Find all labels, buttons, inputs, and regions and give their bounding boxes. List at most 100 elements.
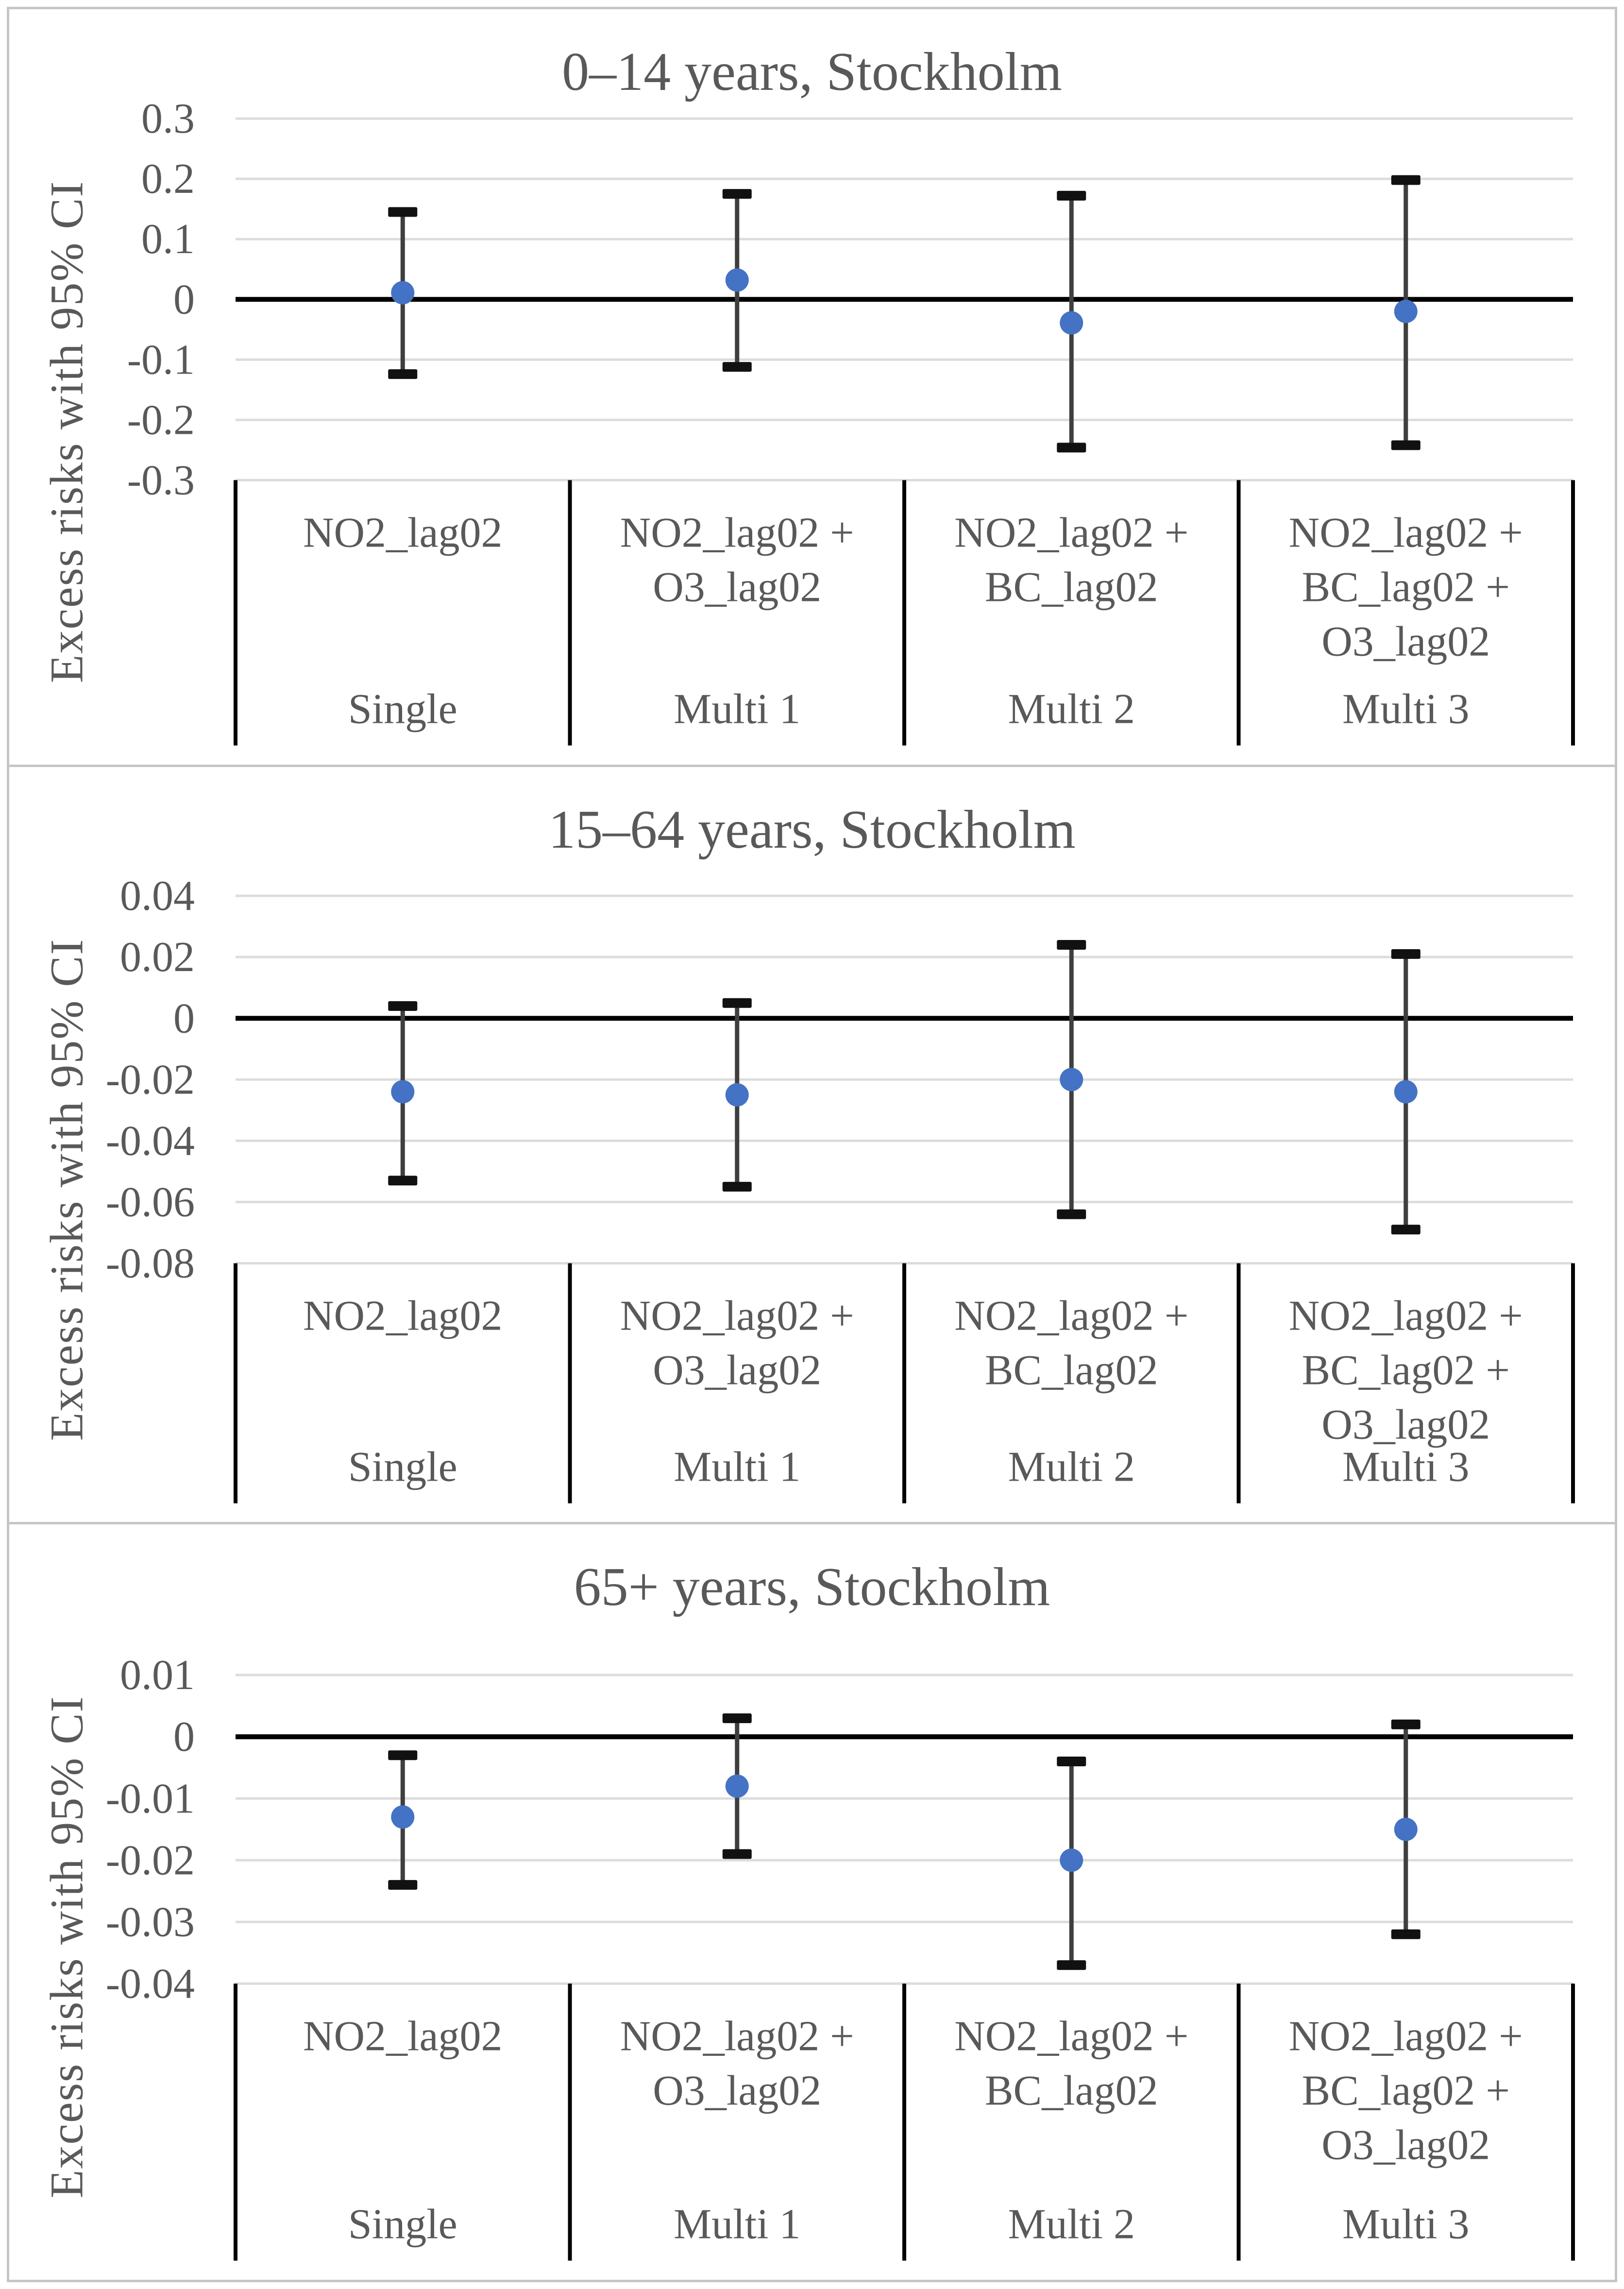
error-bar-plot: 0.3 0.2 0.1 0 -0.1 -0.2 -0.3 NO2_lag02 Single NO2…	[127, 95, 1575, 746]
error-bar-cap-lower	[1057, 1209, 1086, 1219]
category-pollutant-label: O3_lag02	[1321, 618, 1490, 666]
category-pollutant-label: BC_lag02 +	[1302, 1347, 1510, 1394]
y-tick-label: -0.04	[106, 1961, 195, 2008]
error-bar-cap-lower	[722, 1849, 752, 1859]
category-pollutant-label: O3_lag02	[653, 2067, 821, 2115]
error-bar-cap-lower	[1391, 440, 1421, 450]
data-point-marker	[725, 1083, 749, 1107]
data-point-marker	[1394, 1080, 1418, 1104]
chart-title: 15–64 years, Stockholm	[548, 799, 1076, 860]
error-bar-plot: 0.01 0 -0.01 -0.02 -0.03 -0.04 NO2_lag02 Single…	[106, 1652, 1575, 2261]
error-bar-cap-upper	[1057, 1757, 1086, 1767]
error-bar-cap-upper	[1057, 940, 1086, 950]
error-bar-cap-upper	[1057, 190, 1086, 201]
category-pollutant-label: O3_lag02	[1321, 1401, 1490, 1448]
category-pollutant-label: NO2_lag02 +	[1289, 510, 1523, 557]
category-model-label: Single	[348, 2201, 457, 2248]
chart-panel-65-plus-years: 65+ years, Stockholm Excess risks with 9…	[9, 1524, 1615, 2280]
error-bar-cap-lower	[1391, 1930, 1421, 1940]
category-model-label: Multi 3	[1342, 2201, 1470, 2248]
error-bar-cap-lower	[388, 1880, 418, 1890]
data-point-marker	[1394, 1818, 1418, 1842]
y-tick-label: -0.03	[106, 1899, 195, 1946]
y-tick-label: -0.02	[106, 1837, 195, 1884]
y-tick-label: 0	[173, 276, 195, 323]
category-pollutant-label: NO2_lag02	[303, 1292, 503, 1339]
y-tick-label: 0.02	[120, 934, 195, 981]
y-tick-label: -0.2	[127, 396, 195, 444]
y-tick-label: -0.3	[127, 457, 195, 504]
category-pollutant-label: NO2_lag02 +	[954, 2013, 1188, 2060]
category-pollutant-label: NO2_lag02 +	[954, 510, 1188, 557]
data-point-marker	[391, 1805, 415, 1829]
error-bar-cap-upper	[1391, 949, 1421, 959]
category-pollutant-label: NO2_lag02 +	[1289, 1292, 1523, 1339]
category-pollutant-label: NO2_lag02 +	[1289, 2013, 1523, 2060]
category-model-label: Multi 2	[1008, 2201, 1135, 2248]
category-model-label: Multi 2	[1008, 686, 1135, 733]
category-pollutant-label: NO2_lag02	[303, 2013, 503, 2060]
data-point-marker	[725, 268, 749, 292]
category-model-label: Multi 1	[674, 686, 801, 733]
category-pollutant-label: BC_lag02 +	[1302, 2067, 1510, 2115]
category-pollutant-label: O3_lag02	[653, 564, 821, 611]
y-tick-label: 0.01	[120, 1652, 195, 1699]
y-tick-label: 0.04	[120, 872, 195, 920]
y-tick-label: 0.1	[141, 216, 195, 263]
error-bar-plot: 0.04 0.02 0 -0.02 -0.04 -0.06 -0.08 NO2_lag02 Si…	[106, 872, 1575, 1503]
y-tick-label: -0.04	[106, 1117, 195, 1164]
y-tick-label: -0.01	[106, 1776, 195, 1823]
y-tick-label: 0.2	[141, 155, 195, 203]
data-point-marker	[1060, 311, 1083, 335]
y-tick-label: -0.02	[106, 1056, 195, 1103]
error-bar-cap-upper	[388, 1001, 418, 1011]
error-bar-cap-upper	[1391, 1720, 1421, 1730]
category-model-label: Single	[348, 686, 457, 733]
category-model-label: Single	[348, 1443, 457, 1490]
category-pollutant-label: BC_lag02 +	[1302, 564, 1510, 611]
error-bar-cap-lower	[1057, 443, 1086, 453]
data-point-marker	[391, 281, 415, 305]
category-pollutant-label: O3_lag02	[653, 1347, 821, 1394]
y-tick-label: -0.08	[106, 1240, 195, 1287]
error-bar-cap-lower	[388, 369, 418, 379]
error-bar-cap-upper	[388, 1750, 418, 1760]
error-bar-cap-lower	[1057, 1960, 1086, 1970]
data-point-marker	[1060, 1848, 1083, 1872]
category-pollutant-label: NO2_lag02 +	[620, 510, 854, 557]
data-point-marker	[1060, 1067, 1083, 1091]
data-point-marker	[391, 1080, 415, 1104]
chart-panel-0-14-years: 0–14 years, Stockholm Excess risks with …	[9, 9, 1615, 767]
y-tick-label: 0	[173, 995, 195, 1042]
category-pollutant-label: BC_lag02	[985, 564, 1158, 611]
chart-figure: 0–14 years, Stockholm Excess risks with …	[7, 7, 1617, 2282]
error-bar-cap-upper	[388, 207, 418, 217]
data-point-marker	[725, 1775, 749, 1798]
category-model-label: Multi 3	[1342, 686, 1470, 733]
error-bar-cap-upper	[722, 1713, 752, 1724]
chart-title: 0–14 years, Stockholm	[562, 42, 1062, 102]
error-bar-cap-lower	[1391, 1224, 1421, 1234]
y-tick-label: 0	[173, 1714, 195, 1761]
category-pollutant-label: NO2_lag02	[303, 510, 503, 557]
error-bar-cap-upper	[1391, 175, 1421, 185]
category-pollutant-label: NO2_lag02 +	[620, 1292, 854, 1339]
category-model-label: Multi 2	[1008, 1443, 1135, 1490]
category-model-label: Multi 3	[1342, 1443, 1470, 1490]
error-bar-cap-lower	[722, 1181, 752, 1192]
category-model-label: Multi 1	[674, 1443, 801, 1490]
chart-title: 65+ years, Stockholm	[574, 1557, 1050, 1618]
error-bar-cap-lower	[388, 1175, 418, 1185]
category-pollutant-label: O3_lag02	[1321, 2122, 1490, 2169]
category-model-label: Multi 1	[674, 2201, 801, 2248]
chart-panel-15-64-years: 15–64 years, Stockholm Excess risks with…	[9, 767, 1615, 1525]
y-tick-label: -0.06	[106, 1179, 195, 1226]
category-pollutant-label: BC_lag02	[985, 2067, 1158, 2115]
error-bar-cap-upper	[722, 998, 752, 1008]
category-pollutant-label: NO2_lag02 +	[620, 2013, 854, 2060]
error-bar-cap-upper	[722, 189, 752, 199]
y-tick-label: 0.3	[141, 95, 195, 142]
category-pollutant-label: BC_lag02	[985, 1347, 1158, 1394]
data-point-marker	[1394, 300, 1418, 324]
